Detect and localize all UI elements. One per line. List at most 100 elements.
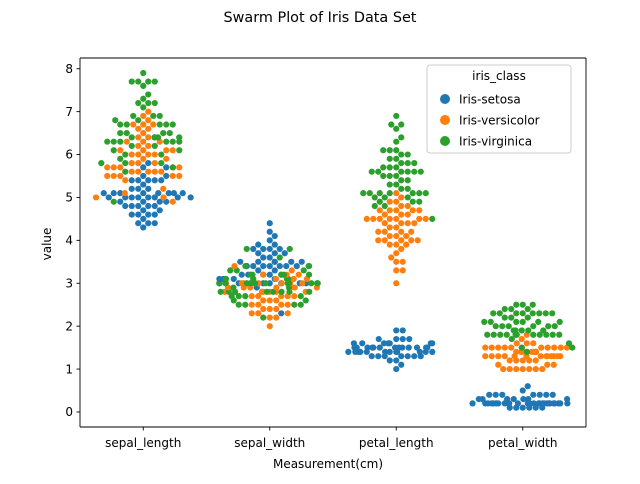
point-iris-virginica-sepal-length [140,83,146,89]
point-iris-virginica-petal-width [504,332,510,338]
point-iris-virginica-sepal-width [308,280,314,286]
point-iris-setosa-sepal-length [157,207,163,213]
point-iris-setosa-sepal-length [140,190,146,196]
point-iris-versicolor-sepal-width [249,302,255,308]
point-iris-versicolor-sepal-length [111,164,117,170]
point-iris-versicolor-sepal-width [289,267,295,273]
point-iris-setosa-sepal-width [255,250,261,256]
point-iris-versicolor-petal-length [393,280,399,286]
point-iris-virginica-petal-length [398,134,404,140]
y-tick-label: 6 [65,148,73,162]
point-iris-setosa-sepal-length [152,177,158,183]
point-iris-setosa-petal-width [520,405,526,411]
x-tick-label-sepal-width: sepal_width [234,436,305,450]
point-iris-versicolor-petal-width [551,362,557,368]
point-iris-setosa-petal-width [504,396,510,402]
point-iris-virginica-petal-width [525,306,531,312]
point-iris-virginica-petal-width [520,302,526,308]
point-iris-versicolor-petal-length [387,207,393,213]
point-iris-setosa-sepal-length [140,181,146,187]
point-iris-versicolor-sepal-width [255,310,261,316]
point-iris-virginica-sepal-width [314,280,320,286]
point-iris-versicolor-petal-width [554,353,560,359]
point-iris-setosa-sepal-width [267,220,273,226]
point-iris-setosa-sepal-length [163,164,169,170]
point-iris-virginica-petal-length [382,203,388,209]
point-iris-virginica-petal-length [411,160,417,166]
point-iris-versicolor-sepal-length [160,194,166,200]
point-iris-versicolor-sepal-length [140,113,146,119]
point-iris-setosa-petal-length [376,336,382,342]
point-iris-setosa-sepal-width [272,242,278,248]
point-iris-virginica-sepal-width [236,302,242,308]
point-iris-setosa-petal-length [351,340,357,346]
point-iris-virginica-petal-length [360,190,366,196]
point-iris-versicolor-sepal-width [278,302,284,308]
point-iris-virginica-sepal-width [242,263,248,269]
point-iris-virginica-petal-width [536,310,542,316]
point-iris-versicolor-sepal-width [291,276,297,282]
point-iris-versicolor-sepal-width [255,302,261,308]
point-iris-setosa-sepal-length [140,207,146,213]
point-iris-virginica-petal-length [372,203,378,209]
point-iris-virginica-petal-length [398,169,404,175]
point-iris-setosa-sepal-length [140,164,146,170]
point-iris-versicolor-sepal-length [152,151,158,157]
point-iris-versicolor-petal-length [393,259,399,265]
point-iris-versicolor-sepal-length [117,173,123,179]
point-iris-virginica-petal-length [405,186,411,192]
point-iris-versicolor-sepal-width [231,263,237,269]
point-iris-versicolor-petal-width [520,366,526,372]
point-iris-virginica-petal-length [398,151,404,157]
point-iris-virginica-petal-width [535,319,541,325]
point-iris-versicolor-sepal-length [124,139,130,145]
point-iris-virginica-sepal-length [151,134,157,140]
point-iris-versicolor-sepal-length [129,151,135,157]
point-iris-versicolor-petal-width [526,366,532,372]
point-iris-virginica-petal-width [520,319,526,325]
point-iris-setosa-sepal-length [122,203,128,209]
point-iris-virginica-petal-width [508,306,514,312]
point-iris-setosa-sepal-width [255,267,261,273]
point-iris-virginica-sepal-length [140,104,146,110]
point-iris-setosa-sepal-length [140,224,146,230]
point-iris-setosa-petal-width [511,396,517,402]
point-iris-versicolor-petal-width [539,366,545,372]
point-iris-virginica-sepal-width [244,280,250,286]
point-iris-setosa-sepal-width [272,250,278,256]
point-iris-virginica-petal-width [530,332,536,338]
y-tick-label: 1 [65,362,73,376]
point-iris-virginica-sepal-length [129,143,135,149]
point-iris-setosa-petal-length [393,327,399,333]
point-iris-versicolor-sepal-length [145,169,151,175]
point-iris-setosa-sepal-width [267,237,273,243]
point-iris-virginica-sepal-width [306,263,312,269]
point-iris-virginica-sepal-length [111,147,117,153]
legend-title: iris_class [472,69,526,83]
point-iris-virginica-petal-length [393,181,399,187]
point-iris-versicolor-petal-length [387,199,393,205]
point-iris-setosa-petal-length [385,340,391,346]
point-iris-versicolor-petal-length [377,216,383,222]
point-iris-versicolor-petal-length [398,246,404,252]
point-iris-versicolor-petal-length [393,224,399,230]
point-iris-setosa-petal-length [369,353,375,359]
chart-title: Swarm Plot of Iris Data Set [224,10,417,26]
point-iris-versicolor-sepal-length [122,190,128,196]
point-iris-virginica-petal-length [387,190,393,196]
x-tick-label-sepal-length: sepal_length [105,436,181,450]
point-iris-virginica-petal-width [497,310,503,316]
point-iris-versicolor-sepal-width [267,314,273,320]
point-iris-versicolor-sepal-width [273,314,279,320]
point-iris-virginica-sepal-width [244,246,250,252]
point-iris-virginica-petal-length [405,160,411,166]
point-iris-setosa-petal-length [396,345,402,351]
point-iris-setosa-sepal-length [145,212,151,218]
point-iris-versicolor-sepal-length [163,156,169,162]
point-iris-setosa-petal-width [493,400,499,406]
point-iris-virginica-petal-width [513,319,519,325]
point-iris-virginica-sepal-width [277,254,283,260]
legend-entry-iris-setosa: Iris-setosa [459,93,521,107]
y-tick-label: 5 [65,191,73,205]
